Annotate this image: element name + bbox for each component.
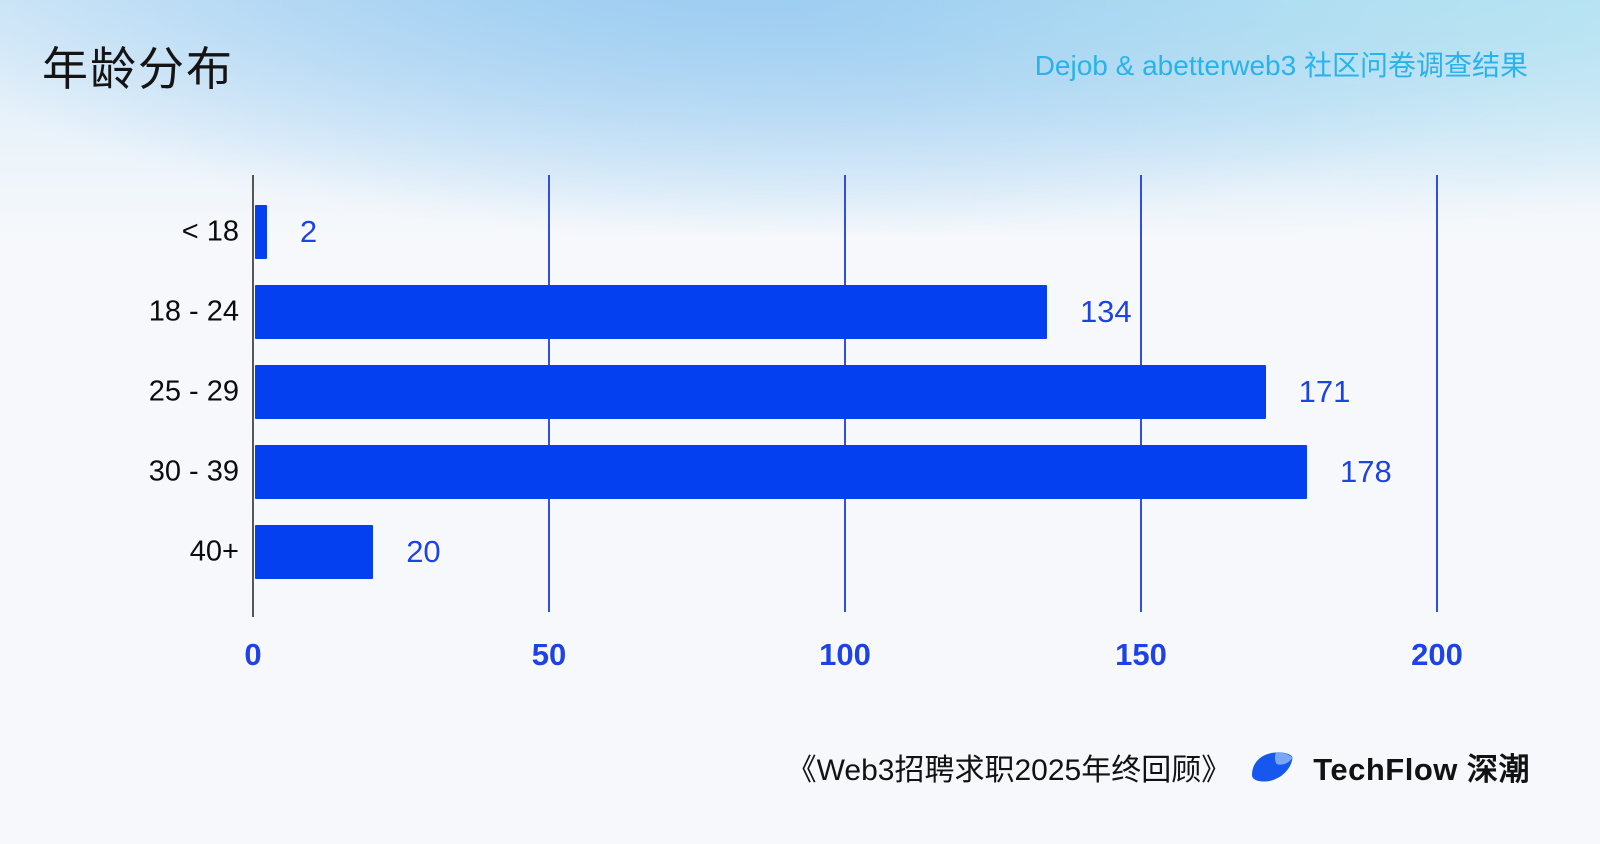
page-title: 年龄分布 bbox=[42, 43, 234, 95]
x-tick-200: 200 bbox=[1411, 637, 1463, 672]
bar-value-label: 2 bbox=[299, 214, 318, 249]
category-label: 18 - 24 bbox=[148, 295, 239, 328]
bar-value-label: 134 bbox=[1079, 294, 1132, 329]
techflow-leaf-icon bbox=[1252, 751, 1293, 782]
bar-value-label: 178 bbox=[1339, 454, 1392, 489]
bar-row-18-24: 18 - 24 134 bbox=[149, 285, 1437, 339]
bar-row-40-plus: 40+ 20 bbox=[190, 525, 1437, 579]
bar-chart: < 18 2 18 - 24 134 25 - 29 171 30 - 39 1… bbox=[149, 175, 1463, 695]
x-tick-50: 50 bbox=[531, 637, 567, 672]
bar-40-plus bbox=[255, 525, 374, 579]
y-axis-line bbox=[252, 175, 254, 617]
x-tick-100: 100 bbox=[819, 637, 871, 672]
report-source-title: 《Web3招聘求职2025年终回顾》 bbox=[786, 753, 1232, 787]
category-label: 40+ bbox=[189, 535, 239, 568]
footer: 《Web3招聘求职2025年终回顾》 TechFlow 深潮 bbox=[787, 744, 1530, 789]
bar-25-29 bbox=[255, 365, 1266, 419]
bar-row-30-39: 30 - 39 178 bbox=[149, 445, 1437, 499]
bar-row-under-18: < 18 2 bbox=[182, 205, 1437, 259]
bar-value-label: 171 bbox=[1298, 374, 1351, 409]
x-tick-150: 150 bbox=[1115, 637, 1167, 672]
category-label: < 18 bbox=[181, 215, 239, 248]
bar-row-25-29: 25 - 29 171 bbox=[149, 365, 1437, 419]
category-label: 30 - 39 bbox=[148, 455, 239, 488]
bar-30-39 bbox=[255, 445, 1307, 499]
bar-18-24 bbox=[255, 285, 1047, 339]
gridline-200 bbox=[1436, 175, 1438, 612]
bar-value-label: 20 bbox=[406, 534, 441, 569]
brand-name: TechFlow 深潮 bbox=[1313, 752, 1530, 787]
bar-under-18 bbox=[255, 205, 267, 259]
survey-subtitle: Dejob & abetterweb3 社区问卷调查结果 bbox=[1034, 50, 1528, 81]
x-tick-0: 0 bbox=[244, 637, 262, 672]
category-label: 25 - 29 bbox=[148, 375, 239, 408]
